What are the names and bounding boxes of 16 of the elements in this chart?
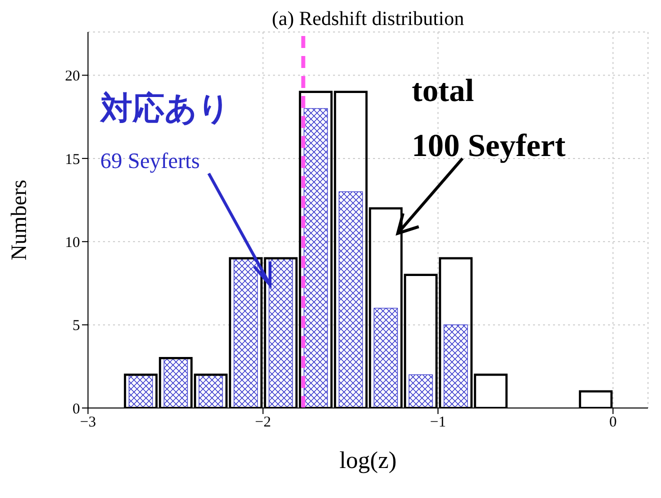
x-tick-label: −3 [80, 414, 96, 431]
y-tick-label: 10 [65, 234, 80, 251]
y-axis-title: Numbers [6, 180, 31, 260]
x-tick-label: −1 [430, 414, 446, 431]
y-tick-label: 5 [72, 318, 80, 334]
y-tick-label: 20 [65, 68, 80, 85]
series-label: 100 Seyfert [412, 126, 566, 164]
text: 69 Seyferts [100, 148, 200, 174]
annotation: total [412, 72, 474, 109]
x-tick-label: 0 [609, 414, 617, 431]
annotation: 対応あり [100, 88, 230, 129]
x-tick-label: −2 [255, 414, 271, 431]
y-tick-label: 0 [72, 401, 80, 418]
chart-title: (a) Redshift distribution [270, 8, 466, 31]
y-tick-label: 15 [65, 152, 80, 168]
x-axis-title: log(z) [339, 448, 397, 474]
